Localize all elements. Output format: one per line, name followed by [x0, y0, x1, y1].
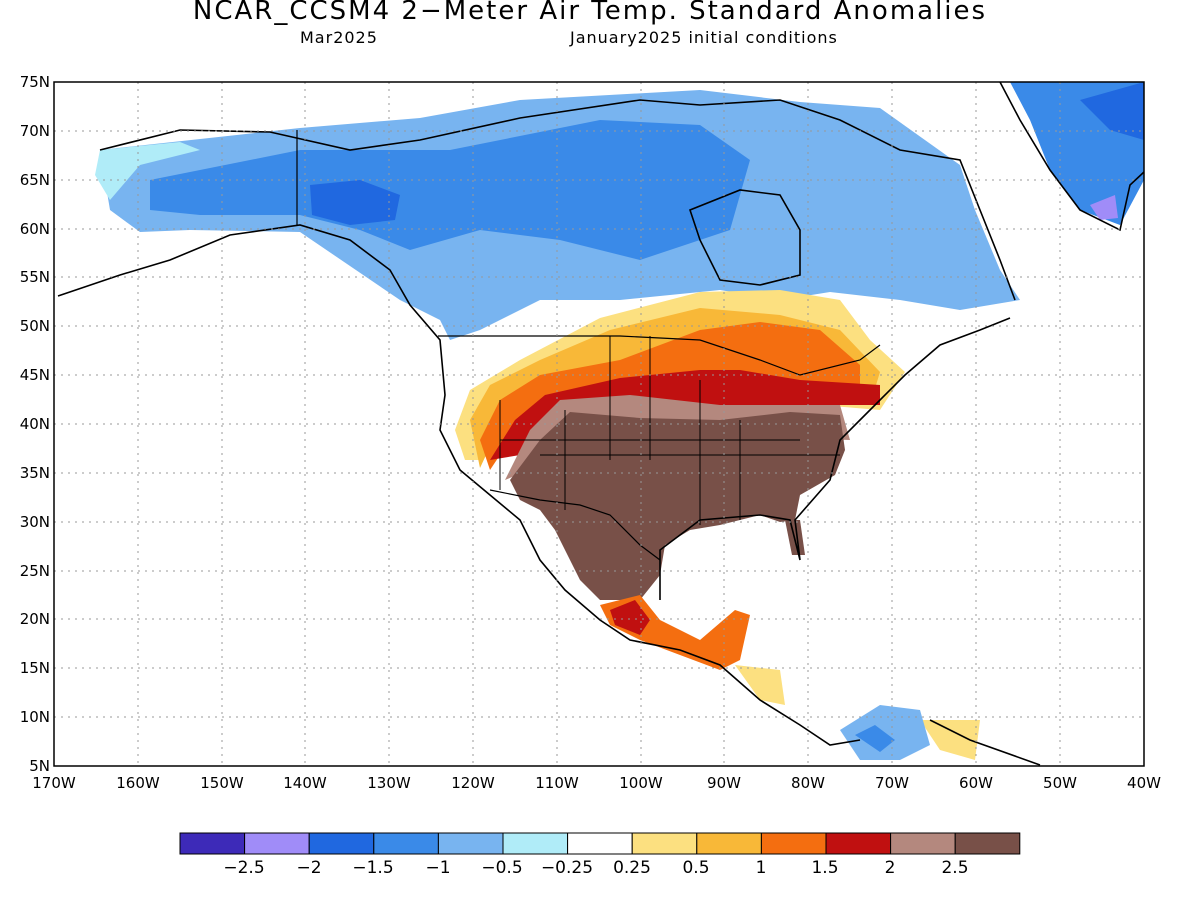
colorbar-label: −2.5 [223, 858, 264, 878]
colorbar-label: −0.5 [481, 858, 522, 878]
extreme-warm-region [510, 412, 845, 600]
central-america-light-warm [735, 665, 785, 705]
lat-tick: 65N [20, 171, 50, 189]
colorbar: −2.5 −2 −1.5 −1 −0.5 −0.25 0.25 0.5 1 1.… [179, 832, 1021, 878]
colorbar-swatch [696, 832, 762, 855]
colorbar-swatch [890, 832, 956, 855]
lon-tick: 130W [367, 774, 411, 792]
greenland-extreme-cool [1090, 195, 1118, 220]
graticule [54, 82, 1144, 766]
lon-tick: 110W [535, 774, 579, 792]
colorbar-label: −1 [425, 858, 450, 878]
colorbar-label: 1.5 [811, 858, 838, 878]
lon-tick: 150W [200, 774, 244, 792]
gulf-coastline [659, 317, 1011, 600]
canada-us-border [438, 335, 881, 376]
colorbar-swatch [179, 832, 246, 855]
lat-tick: 25N [20, 562, 50, 580]
latitude-axis: 75N 70N 65N 60N 55N 50N 45N 40N 35N 30N … [20, 73, 50, 775]
colorbar-label: 1 [756, 858, 767, 878]
colorbar-swatch [631, 832, 698, 855]
colorbar-label: 2.5 [941, 858, 968, 878]
lon-tick: 60W [959, 774, 993, 792]
lon-tick: 100W [619, 774, 663, 792]
longitude-axis: 170W 160W 150W 140W 130W 120W 110W 100W … [32, 774, 1161, 792]
colorbar-swatch [954, 832, 1021, 855]
forecast-month: Mar2025 [300, 28, 378, 47]
lon-tick: 90W [707, 774, 741, 792]
lon-tick: 50W [1043, 774, 1077, 792]
greenland-cool-core [1080, 82, 1144, 140]
colorbar-labels: −2.5 −2 −1.5 −1 −0.5 −0.25 0.25 0.5 1 1.… [223, 858, 968, 878]
greenland-coastline [999, 82, 1144, 232]
lat-tick: 10N [20, 708, 50, 726]
colorbar-label: 0.25 [613, 858, 651, 878]
north-america-coastline [57, 224, 1041, 766]
anomaly-field [95, 82, 1144, 760]
map-frame [53, 81, 1145, 767]
us-state-lines [499, 336, 840, 525]
colorbar-swatches [179, 832, 1021, 855]
coastlines [57, 82, 1144, 766]
mexico-strong-warm-pocket [610, 600, 650, 635]
colorbar-swatch [437, 832, 504, 855]
lat-tick: 45N [20, 366, 50, 384]
lon-tick: 170W [32, 774, 76, 792]
lat-tick: 75N [20, 73, 50, 91]
map-title: NCAR_CCSM4 2−Meter Air Temp. Standard An… [192, 0, 988, 26]
initial-conditions-label: January2025 initial conditions [570, 28, 838, 47]
south-america-stronger-cool [855, 725, 895, 752]
colorbar-swatch [373, 832, 439, 855]
colorbar-label: −2 [296, 858, 321, 878]
colorbar-swatch [502, 832, 569, 855]
lat-tick: 20N [20, 610, 50, 628]
colorbar-label: 0.5 [682, 858, 709, 878]
lat-tick: 40N [20, 415, 50, 433]
lat-tick: 30N [20, 513, 50, 531]
colorbar-swatch [244, 832, 310, 855]
strong-cool-anomaly-region [150, 120, 750, 260]
lat-tick: 5N [29, 757, 50, 775]
us-mexico-border [489, 489, 661, 561]
caribbean-light-warm [920, 720, 980, 760]
colorbar-swatch [825, 832, 892, 855]
strong-warm-band [490, 370, 880, 460]
lon-tick: 160W [116, 774, 160, 792]
lon-tick: 80W [791, 774, 825, 792]
colorbar-label: 2 [885, 858, 896, 878]
colorbar-swatch [760, 832, 827, 855]
lon-tick: 120W [451, 774, 495, 792]
lat-tick: 70N [20, 122, 50, 140]
colorbar-label: −0.25 [541, 858, 593, 878]
lon-tick: 40W [1127, 774, 1161, 792]
colorbar-swatch [567, 832, 633, 855]
lat-tick: 55N [20, 268, 50, 286]
lat-tick: 35N [20, 464, 50, 482]
hudson-bay-coastline [689, 189, 801, 286]
lat-tick: 60N [20, 220, 50, 238]
light-cool-anomaly-region [95, 142, 200, 200]
warm-band [480, 322, 860, 470]
lon-tick: 70W [875, 774, 909, 792]
strongest-cool-anomaly-region [310, 180, 400, 225]
lat-tick: 50N [20, 317, 50, 335]
colorbar-swatch [308, 832, 375, 855]
lon-tick: 140W [283, 774, 327, 792]
lat-tick: 15N [20, 659, 50, 677]
colorbar-label: −1.5 [352, 858, 393, 878]
